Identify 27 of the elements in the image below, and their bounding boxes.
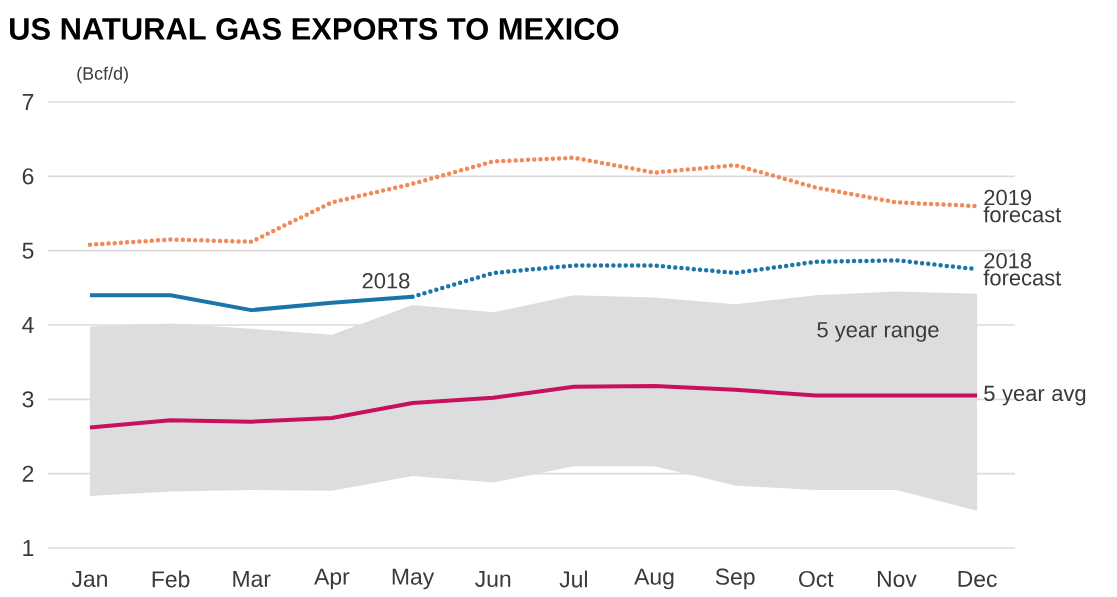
y-axis-title: (Bcf/d): [77, 66, 128, 84]
y-tick-label: 5: [22, 242, 34, 259]
series-label: 2019 forecast: [983, 189, 1062, 223]
x-tick-label: Nov: [877, 571, 917, 587]
series-label: 5 year avg: [984, 385, 1086, 406]
y-tick-label: 2: [22, 465, 34, 482]
x-tick-label: Jun: [475, 571, 511, 587]
x-tick-label: Sep: [715, 568, 755, 590]
x-tick-label: Feb: [152, 570, 190, 588]
x-tick-label: Oct: [799, 570, 834, 588]
x-tick-label: Jan: [71, 571, 107, 587]
x-tick-label: May: [392, 568, 435, 590]
y-tick-label: 6: [22, 168, 34, 185]
y-tick-label: 1: [23, 540, 34, 556]
annotation: 5 year range: [817, 322, 939, 342]
x-tick-label: Aug: [634, 568, 674, 590]
line-series: [87, 155, 980, 247]
y-tick-label: 3: [22, 391, 34, 408]
y-tick-label: 4: [22, 317, 34, 333]
x-tick-label: Jul: [559, 570, 587, 588]
y-tick-label: 7: [22, 94, 34, 110]
x-tick-label: Dec: [958, 571, 997, 587]
x-tick-label: Apr: [314, 568, 350, 590]
series-label: 2018: [362, 273, 410, 289]
series-label: 2018 forecast: [983, 252, 1062, 286]
x-tick-label: Mar: [233, 571, 271, 587]
chart-title: US NATURAL GAS EXPORTS TO MEXICO: [10, 18, 619, 40]
